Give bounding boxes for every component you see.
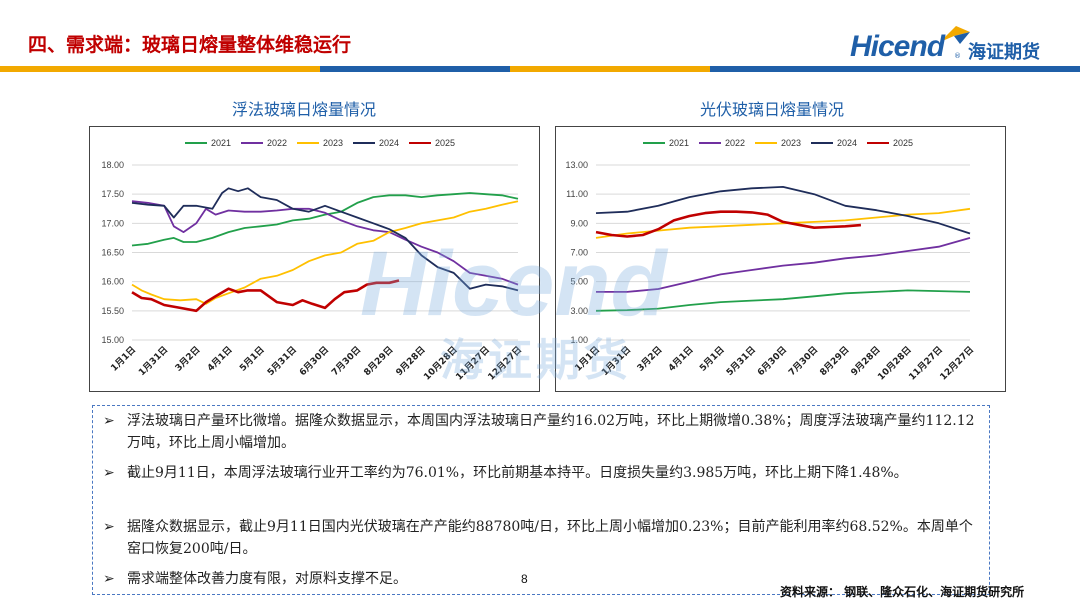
x-tick-label: 3月2日 <box>635 344 664 373</box>
x-tick-label: 7月30日 <box>786 344 820 378</box>
x-tick-label: 4月1日 <box>666 344 695 373</box>
series-line-2023 <box>131 200 519 305</box>
note-item: ➢ 据隆众数据显示，截止9月11日国内光伏玻璃在产产能约88780吨/日，环比上… <box>103 516 983 560</box>
x-tick-label: 5月1日 <box>697 344 726 373</box>
series-line-2025 <box>131 279 400 313</box>
bullet-arrow-icon: ➢ <box>103 519 115 535</box>
note-item: ➢ 浮法玻璃日产量环比微增。据隆众数据显示，本周国内浮法玻璃日产量约16.02万… <box>103 410 983 454</box>
y-tick-label: 16.00 <box>101 277 124 287</box>
logo-registered-mark: ® <box>954 52 961 60</box>
x-tick-label: 5月31日 <box>265 344 299 378</box>
logo-chinese-name: 海证期货 <box>968 42 1040 63</box>
y-tick-label: 17.50 <box>101 189 124 199</box>
x-tick-label: 1月1日 <box>573 344 602 373</box>
note-item: ➢ 截止9月11日，本周浮法玻璃行业开工率约为76.01%，环比前期基本持平。日… <box>103 462 983 484</box>
y-tick-label: 7.00 <box>570 248 588 258</box>
x-tick-label: 9月28日 <box>394 344 428 378</box>
divider-segment <box>0 66 320 72</box>
logo-text: Hicend <box>850 30 945 63</box>
y-tick-label: 17.00 <box>101 218 124 228</box>
chart-title-pv-glass: 光伏玻璃日熔量情况 <box>700 100 845 119</box>
legend-label: 2023 <box>781 138 801 148</box>
chart-pv-glass: 1.00 3.00 5.00 7.00 9.00 11.00 13.00 1月1日 1月31日 3… <box>555 126 1006 392</box>
note-item: ➢ 需求端整体改善力度有限，对原料支撑不足。 <box>103 568 983 590</box>
x-tick-label: 1月31日 <box>136 344 170 378</box>
series-line-2022 <box>596 237 971 293</box>
x-tick-label: 1月1日 <box>109 344 138 373</box>
source-note: 资料来源： 钢联、隆众石化、海证期货研究所 <box>780 585 1025 599</box>
y-tick-label: 3.00 <box>570 306 588 316</box>
x-tick-label: 5月1日 <box>237 344 266 373</box>
x-tick-label: 12月27日 <box>938 344 976 382</box>
chart-float-glass: 15.00 15.50 16.00 16.50 17.00 17.50 18.00 1月1日 1… <box>89 126 540 392</box>
chart-title-float-glass: 浮法玻璃日熔量情况 <box>232 100 377 119</box>
series-line-2022 <box>131 200 519 286</box>
y-tick-label: 16.50 <box>101 248 124 258</box>
legend-label: 2021 <box>211 138 231 148</box>
legend-label: 2024 <box>837 138 857 148</box>
series-line-2021 <box>595 289 971 312</box>
y-tick-label: 5.00 <box>570 277 588 287</box>
x-tick-label: 11月27日 <box>454 344 492 382</box>
legend-label: 2022 <box>725 138 745 148</box>
series-line-2025 <box>595 210 861 238</box>
y-tick-label: 1.00 <box>570 335 588 345</box>
legend-label: 2023 <box>323 138 343 148</box>
note-text: 浮法玻璃日产量环比微增。据隆众数据显示，本周国内浮法玻璃日产量约16.02万吨，… <box>127 413 975 451</box>
note-text: 据隆众数据显示，截止9月11日国内光伏玻璃在产产能约88780吨/日，环比上周小… <box>127 519 973 557</box>
x-tick-label: 10月28日 <box>422 344 460 382</box>
x-tick-label: 4月1日 <box>205 344 234 373</box>
legend-label: 2024 <box>379 138 399 148</box>
divider-segment <box>710 66 1080 72</box>
legend-label: 2022 <box>267 138 287 148</box>
x-tick-label: 7月30日 <box>329 344 363 378</box>
divider-segment <box>510 66 710 72</box>
page-number: 8 <box>521 572 528 586</box>
x-tick-label: 12月27日 <box>486 344 524 382</box>
series-line-2024 <box>131 187 519 292</box>
x-tick-label: 6月30日 <box>755 344 789 378</box>
series-line-2023 <box>595 207 971 239</box>
legend-label: 2025 <box>893 138 913 148</box>
page-title: 四、需求端：玻璃日熔量整体维稳运行 <box>28 34 352 56</box>
logo-flag-icon <box>940 26 970 44</box>
company-logo: Hicend ® 海证期货 <box>850 22 1060 68</box>
x-tick-label: 6月30日 <box>297 344 331 378</box>
y-tick-label: 13.00 <box>565 160 588 170</box>
note-text: 需求端整体改善力度有限，对原料支撑不足。 <box>127 571 407 587</box>
x-tick-label: 8月29日 <box>818 344 852 378</box>
legend-label: 2025 <box>435 138 455 148</box>
y-tick-label: 18.00 <box>101 160 124 170</box>
note-text: 截止9月11日，本周浮法玻璃行业开工率约为76.01%，环比前期基本持平。日度损… <box>127 465 908 481</box>
x-tick-label: 8月29日 <box>362 344 396 378</box>
bullet-arrow-icon: ➢ <box>103 413 115 429</box>
divider-segment <box>320 66 510 72</box>
notes-box: ➢ 浮法玻璃日产量环比微增。据隆众数据显示，本周国内浮法玻璃日产量约16.02万… <box>92 405 990 595</box>
bullet-arrow-icon: ➢ <box>103 571 115 587</box>
series-line-2021 <box>131 192 519 247</box>
y-tick-label: 15.50 <box>101 306 124 316</box>
x-tick-label: 3月2日 <box>173 344 202 373</box>
y-tick-label: 15.00 <box>101 335 124 345</box>
bullet-arrow-icon: ➢ <box>103 465 115 481</box>
x-tick-label: 1月31日 <box>599 344 633 378</box>
y-tick-label: 9.00 <box>570 218 588 228</box>
y-tick-label: 11.00 <box>566 189 588 199</box>
title-divider-bar <box>0 66 1080 72</box>
x-tick-label: 5月31日 <box>724 344 758 378</box>
series-line-2024 <box>595 186 971 235</box>
legend-label: 2021 <box>669 138 689 148</box>
